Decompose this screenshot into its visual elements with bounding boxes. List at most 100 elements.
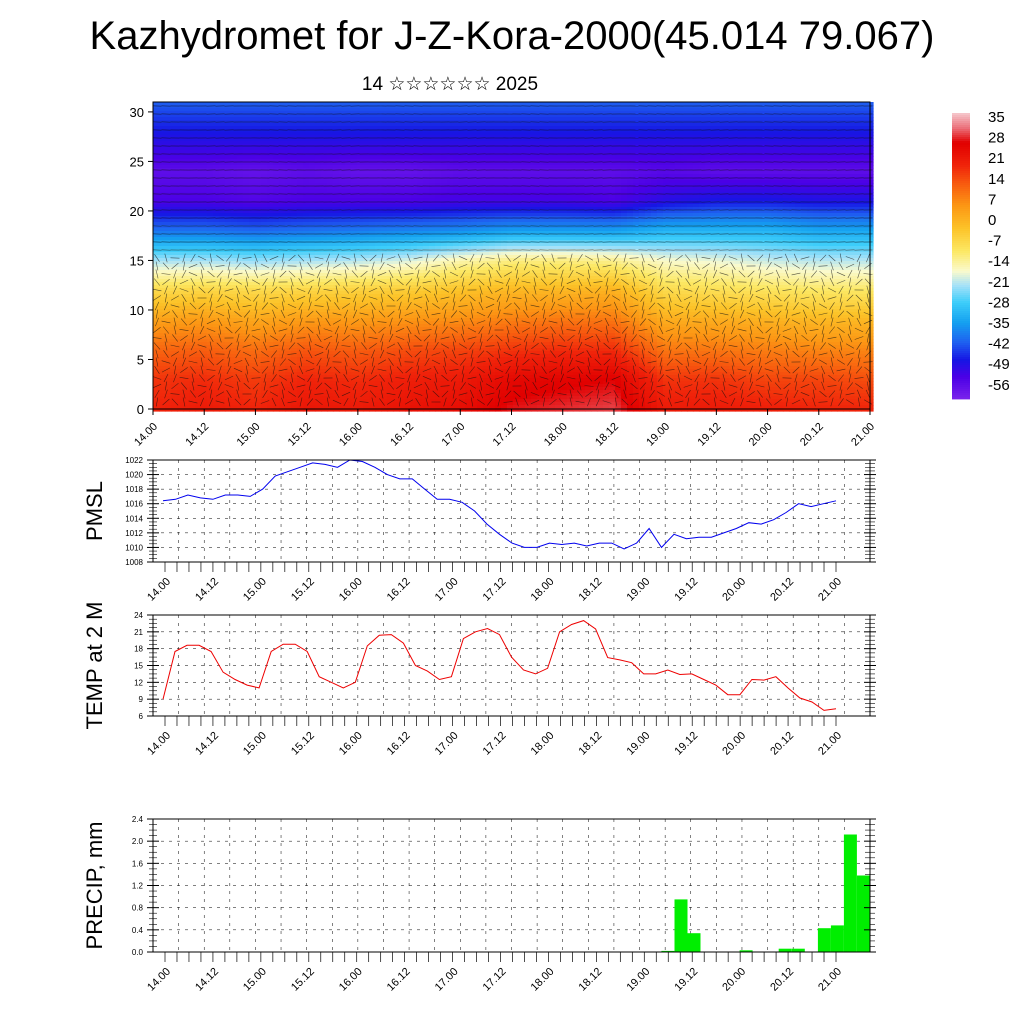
pmsl-y-tick-label: 1022 xyxy=(125,456,143,465)
heatmap-x-tick-label: 16.12 xyxy=(388,421,416,449)
precip-bar xyxy=(778,948,792,952)
heatmap-x-tick-label: 18.12 xyxy=(593,421,621,449)
precip-x-tick-label: 16.00 xyxy=(337,966,365,994)
heatmap-x-tick-label: 15.12 xyxy=(286,421,314,449)
precip-x-tick-label: 19.12 xyxy=(672,966,700,994)
precip-bar xyxy=(857,875,870,952)
temp-y-tick-label: 18 xyxy=(134,645,143,654)
heatmap-cells xyxy=(153,102,874,412)
pmsl-x-tick-label: 17.12 xyxy=(481,576,509,604)
heatmap-y-tick-label: 25 xyxy=(130,154,144,169)
page-subtitle: 14 ☆☆☆☆☆☆ 2025 xyxy=(0,73,900,96)
temp-x-tick-label: 18.00 xyxy=(529,730,557,758)
pmsl-x-tick-label: 16.00 xyxy=(337,576,365,604)
temp-series-line xyxy=(162,620,837,711)
temp-x-tick-label: 16.00 xyxy=(337,730,365,758)
precip-bar xyxy=(843,834,857,952)
heatmap-x-tick-label: 20.00 xyxy=(747,421,775,449)
precip-bar xyxy=(739,950,753,952)
pmsl-grid xyxy=(149,459,875,563)
colorbar-label: -49 xyxy=(988,356,1010,373)
pmsl-y-tick-label: 1016 xyxy=(125,500,143,509)
pmsl-x-tick-label: 15.12 xyxy=(289,576,317,604)
temp-y-tick-label: 12 xyxy=(134,678,143,687)
colorbar-label: 28 xyxy=(988,130,1005,147)
precip-x-tick-label: 14.00 xyxy=(145,966,173,994)
precip-y-tick-label: 2.0 xyxy=(132,837,144,846)
temp-x-tick-label: 20.00 xyxy=(720,730,748,758)
colorbar-label: 0 xyxy=(988,212,996,229)
heatmap-y-tick-label: 20 xyxy=(130,204,144,219)
pmsl-frame xyxy=(152,459,871,563)
heatmap-x-tick-label: 19.12 xyxy=(696,421,724,449)
precip-bar xyxy=(830,925,844,952)
temp-x-tick-label: 15.00 xyxy=(241,730,269,758)
pmsl-x-tick-label: 21.00 xyxy=(816,576,844,604)
heatmap-y-tick-label: 5 xyxy=(137,352,144,367)
precip-x-tick-label: 18.12 xyxy=(577,966,605,994)
pmsl-x-tick-label: 14.00 xyxy=(145,576,173,604)
pmsl-x-tick-label: 19.00 xyxy=(624,576,652,604)
temp-x-tick-label: 20.12 xyxy=(768,730,796,758)
colorbar-label: -35 xyxy=(988,315,1010,332)
pmsl-x-tick-label: 19.12 xyxy=(672,576,700,604)
precip-ylabel: PRECIP, mm xyxy=(82,822,107,950)
precip-x-tick-label: 15.12 xyxy=(289,966,317,994)
temp-y-tick-label: 21 xyxy=(134,628,143,637)
precip-y-tick-label: 0.8 xyxy=(132,904,144,913)
heatmap-y-tick-label: 0 xyxy=(137,402,144,417)
temp-x-tick-label: 18.12 xyxy=(577,730,605,758)
colorbar-label: -14 xyxy=(988,253,1010,270)
pmsl-series-line xyxy=(162,459,837,550)
precip-x-tick-label: 14.12 xyxy=(193,966,221,994)
heatmap-x-tick-label: 20.12 xyxy=(798,421,826,449)
colorbar-label: 14 xyxy=(988,171,1005,188)
heatmap-x-tick-label: 17.00 xyxy=(439,421,467,449)
temp-x-tick-label: 19.00 xyxy=(624,730,652,758)
heatmap-x-tick-label: 18.00 xyxy=(542,421,570,449)
precip-y-tick-label: 0.0 xyxy=(132,948,144,957)
precip-bar xyxy=(661,950,675,952)
pmsl-x-tick-label: 18.12 xyxy=(577,576,605,604)
colorbar-label: -21 xyxy=(988,274,1010,291)
pmsl-x-tick-label: 14.12 xyxy=(193,576,221,604)
pmsl-x-tick-label: 16.12 xyxy=(385,576,413,604)
temp-y-tick-label: 9 xyxy=(139,695,144,704)
precip-bar xyxy=(817,928,831,952)
temp-x-tick-label: 19.12 xyxy=(672,730,700,758)
precip-bar xyxy=(674,899,688,952)
precip-x-tick-label: 19.00 xyxy=(624,966,652,994)
pmsl-x-tick-label: 20.00 xyxy=(720,576,748,604)
temp-x-tick-label: 17.12 xyxy=(481,730,509,758)
precip-x-tick-label: 15.00 xyxy=(241,966,269,994)
pmsl-y-tick-label: 1014 xyxy=(125,514,143,523)
colorbar-label: 7 xyxy=(988,191,996,208)
pmsl-y-tick-label: 1012 xyxy=(125,529,143,538)
precip-bar xyxy=(791,948,805,952)
colorbar-label: -56 xyxy=(988,377,1010,394)
heatmap-x-tick-label: 16.00 xyxy=(337,421,365,449)
precip-y-tick-label: 0.4 xyxy=(132,926,144,935)
temp-x-tick-label: 21.00 xyxy=(816,730,844,758)
pmsl-x-tick-label: 17.00 xyxy=(433,576,461,604)
precip-y-tick-label: 2.4 xyxy=(132,815,144,824)
heatmap-x-tick-label: 17.12 xyxy=(491,421,519,449)
precip-x-tick-label: 17.12 xyxy=(481,966,509,994)
precip-x-tick-label: 21.00 xyxy=(816,966,844,994)
heatmap-x-tick-label: 19.00 xyxy=(644,421,672,449)
pmsl-ylabel: PMSL xyxy=(82,481,107,541)
pmsl-y-tick-label: 1018 xyxy=(125,485,143,494)
temp-y-tick-label: 6 xyxy=(139,712,144,721)
precip-x-tick-label: 16.12 xyxy=(385,966,413,994)
precip-grid xyxy=(149,818,875,953)
temp-x-tick-label: 16.12 xyxy=(385,730,413,758)
precip-x-tick-label: 18.00 xyxy=(529,966,557,994)
temp-grid xyxy=(149,614,875,717)
precip-y-tick-label: 1.2 xyxy=(132,882,144,891)
page-title: Kazhydromet for J-Z-Kora-2000(45.014 79.… xyxy=(0,14,1024,59)
colorbar-label: 35 xyxy=(988,109,1005,126)
pmsl-y-tick-label: 1008 xyxy=(125,558,143,567)
pmsl-y-tick-label: 1010 xyxy=(125,543,143,552)
